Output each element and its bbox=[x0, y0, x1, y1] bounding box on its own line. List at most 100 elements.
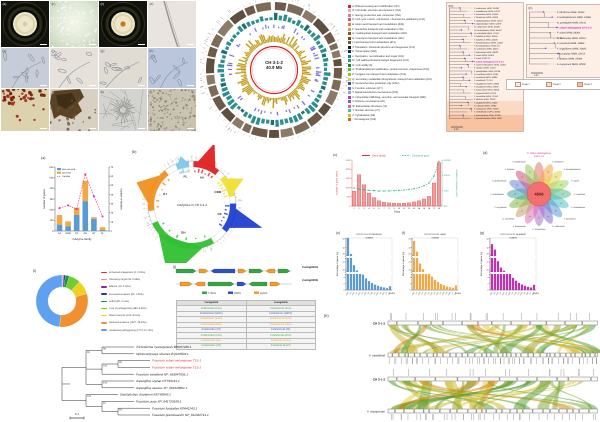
phi-donut-chart: (i) bbox=[33, 269, 89, 328]
svg-text:F. vanettenii NRRL 45880: F. vanettenii NRRL 45880 bbox=[557, 42, 585, 45]
phylogenetic-tree-small: (n) F. falciforme NRRL 32434 F. keratoplas… bbox=[526, 4, 600, 78]
svg-text:PL: PL bbox=[184, 175, 188, 179]
svg-text:Ka/Ks: Ka/Ks bbox=[455, 292, 462, 295]
svg-text:Fusarium vanettenii NP_6630470: Fusarium vanettenii NP_663047036.1 bbox=[136, 372, 188, 376]
svg-text:60: 60 bbox=[409, 237, 411, 240]
svg-text:(d): (d) bbox=[483, 151, 487, 155]
svg-text:F. illudens NRRL 22090: F. illudens NRRL 22090 bbox=[474, 98, 496, 101]
svg-text:(h): (h) bbox=[324, 314, 329, 318]
cog-legend-row: G: Carbohydrate transport and metabolism… bbox=[348, 31, 446, 36]
svg-text:0.25: 0.25 bbox=[501, 291, 505, 295]
micrograph-panel-letter: (k) bbox=[100, 90, 105, 94]
svg-text:0.1: 0.1 bbox=[493, 291, 497, 295]
svg-text:Families: Families bbox=[62, 175, 71, 178]
cog-color-swatch bbox=[348, 50, 351, 54]
cog-legend-row: E: Amino acid transport and metabolism (… bbox=[348, 22, 446, 27]
svg-text:60: 60 bbox=[111, 175, 114, 178]
cog-legend-row: V: Defense mechanisms (82) bbox=[348, 99, 446, 104]
svg-text:0.25: 0.25 bbox=[357, 291, 361, 295]
svg-text:Aspergillus caesius XP_0019298: Aspergillus caesius XP_001929801.1 bbox=[135, 386, 188, 390]
cog-legend-row: R: General function prediction only (109… bbox=[348, 81, 446, 86]
phi-legend-row: Increased virulence (60, 1.06%) bbox=[101, 291, 206, 298]
phi-legend-label: Lethal (82, 2.15%) bbox=[109, 299, 129, 303]
svg-text:F. tucumaniae NRRL 34546: F. tucumaniae NRRL 34546 bbox=[474, 89, 500, 92]
cog-legend-row: C: Energy production and conversion (256… bbox=[348, 13, 446, 18]
svg-text:F. illudens NRRL 22090: F. illudens NRRL 22090 bbox=[557, 58, 583, 61]
cog-legend-label: C: Energy production and conversion (256… bbox=[352, 13, 401, 17]
svg-text:F. lichenicola NRRL 28030: F. lichenicola NRRL 28030 bbox=[474, 51, 499, 54]
svg-text:N. vasinfecta NRRL 22166: N. vasinfecta NRRL 22166 bbox=[474, 73, 499, 76]
kaks-histogram-g: (g)0.05 0.1 0.15 0.2 0.25 0.3 0.35 0.4 0.45 0.5 0.… bbox=[480, 231, 540, 296]
cog-color-swatch bbox=[348, 32, 351, 36]
svg-text:CH 3-1-2 vs F. falciforme: CH 3-1-2 vs F. falciforme bbox=[356, 233, 382, 236]
svg-text:30: 30 bbox=[487, 253, 489, 256]
phi-legend-row: Chemistry target (35, 0.66%) bbox=[101, 276, 206, 283]
svg-text:300: 300 bbox=[50, 198, 55, 201]
cog-color-swatch bbox=[348, 13, 351, 17]
svg-text:10: 10 bbox=[343, 269, 345, 272]
svg-text:N. rubicola NRRL 22980: N. rubicola NRRL 22980 bbox=[474, 104, 497, 107]
phylogenetic-tree-large: (m) F. ambrosium NRRL 20438 F. euwallaceae… bbox=[446, 2, 524, 132]
svg-text:10: 10 bbox=[111, 221, 114, 224]
phi-legend-label: Loss of pathogenicity (380, 6.62%) bbox=[109, 307, 147, 311]
svg-text:N. metavorans NRRL 66329: N. metavorans NRRL 66329 bbox=[474, 26, 501, 29]
svg-text:0: 0 bbox=[410, 289, 411, 292]
svg-text:F. euwallaceae: F. euwallaceae bbox=[571, 206, 586, 209]
svg-text:F. kuroshium: F. kuroshium bbox=[564, 218, 576, 221]
phi-legend-row: Effector (16, 0.29%) bbox=[101, 283, 206, 290]
phi-color-swatch bbox=[101, 286, 107, 288]
micrograph-panel-letter: (c) bbox=[100, 2, 105, 6]
svg-text:0.55: 0.55 bbox=[519, 291, 523, 295]
cog-legend-label: K: Transcription (508) bbox=[352, 50, 377, 54]
svg-text:0.45: 0.45 bbox=[369, 291, 373, 295]
clade-legend-label: Clade 3 bbox=[583, 83, 592, 86]
scale-bar bbox=[138, 127, 145, 129]
cog-legend-label: U: Intracellular trafficking, secretion,… bbox=[352, 95, 426, 99]
svg-text:F. oligoseptatum NRRL 62579: F. oligoseptatum NRRL 62579 bbox=[474, 23, 502, 26]
cog-color-swatch bbox=[348, 82, 351, 86]
svg-text:1: 1 bbox=[353, 207, 355, 210]
svg-text:(c): (c) bbox=[333, 153, 337, 157]
svg-text:NRPS: NRPS bbox=[234, 292, 241, 295]
svg-text:(e): (e) bbox=[336, 231, 340, 235]
svg-text:Non-secreted: Non-secreted bbox=[62, 168, 76, 171]
svg-text:0.5: 0.5 bbox=[517, 291, 521, 295]
svg-text:PL: PL bbox=[101, 232, 105, 235]
svg-text:GH: GH bbox=[84, 232, 88, 235]
svg-text:Taxa: Taxa bbox=[394, 210, 400, 214]
svg-text:0.65: 0.65 bbox=[525, 291, 529, 295]
svg-text:F. oxysporum: F. oxysporum bbox=[494, 206, 507, 209]
cog-legend-row: Y: Nuclear structure (27) bbox=[348, 109, 446, 114]
svg-text:0: 0 bbox=[111, 230, 113, 233]
svg-text:0: 0 bbox=[349, 205, 351, 208]
svg-text:CE: CE bbox=[217, 212, 221, 216]
svg-text:100000: 100000 bbox=[444, 159, 452, 162]
svg-text:0.55: 0.55 bbox=[441, 291, 445, 295]
svg-text:16: 16 bbox=[428, 207, 431, 210]
svg-text:600: 600 bbox=[50, 166, 55, 169]
svg-text:N. petroliphila NRRL 22141: N. petroliphila NRRL 22141 bbox=[474, 32, 499, 35]
svg-text:100: 100 bbox=[103, 381, 108, 384]
cog-color-swatch bbox=[348, 9, 351, 13]
protein-phylogenetic-tree: Trichoderma cyanogenesis BHD07280.1 Ophio… bbox=[61, 345, 209, 420]
cog-color-swatch bbox=[348, 77, 351, 81]
svg-text:70: 70 bbox=[111, 166, 114, 169]
micrograph-panel-letter: (f) bbox=[51, 49, 55, 53]
svg-text:0.65: 0.65 bbox=[381, 291, 385, 295]
svg-text:Secreted: Secreted bbox=[62, 172, 72, 175]
cog-color-swatch bbox=[348, 95, 351, 99]
svg-text:0.6: 0.6 bbox=[445, 291, 449, 295]
micrograph-d: (d) bbox=[148, 1, 196, 47]
svg-text:100: 100 bbox=[103, 364, 108, 367]
circos-genome-size: 40.9 Mb bbox=[265, 65, 283, 71]
svg-text:(n): (n) bbox=[529, 6, 533, 10]
svg-text:0.05: 0.05 bbox=[454, 128, 459, 131]
svg-text:0.3: 0.3 bbox=[361, 291, 365, 295]
micrograph-panel-letter: (d) bbox=[149, 2, 154, 6]
micrograph-a: (a) bbox=[1, 1, 49, 47]
cog-color-swatch bbox=[348, 91, 351, 95]
phi-legend-row: Mixed outcome (452, 8.01%) bbox=[101, 312, 206, 319]
svg-text:F. falciforme NRRL 32308: F. falciforme NRRL 32308 bbox=[474, 38, 498, 41]
svg-text:F. phaseoli NRRL 22276: F. phaseoli NRRL 22276 bbox=[474, 92, 497, 95]
